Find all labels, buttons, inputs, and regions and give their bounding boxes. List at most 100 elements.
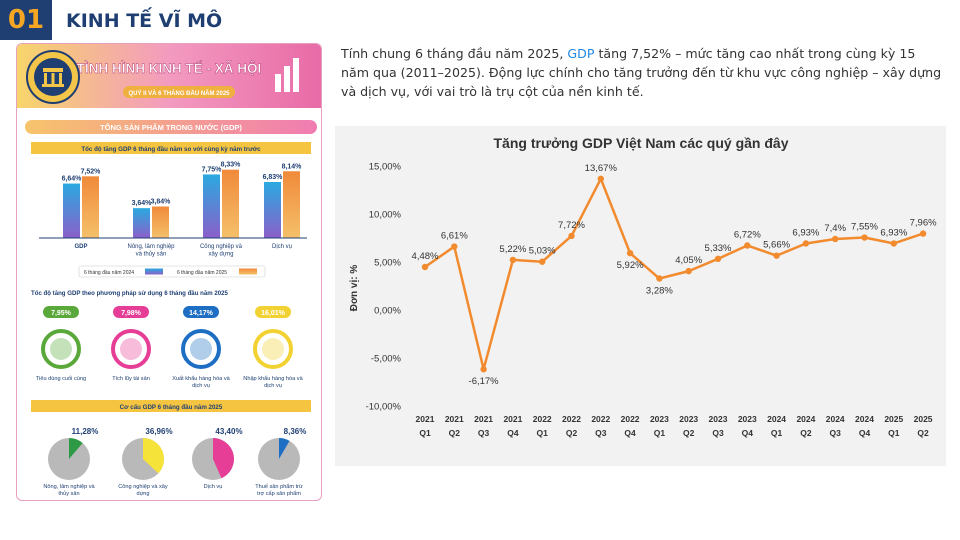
gdp-data-label: 4,48% xyxy=(412,251,439,262)
structure-pie-slice xyxy=(213,438,234,479)
gdp-data-label: 7,55% xyxy=(851,222,878,233)
growth-legend-box xyxy=(78,265,266,278)
growth-chart-title-bar xyxy=(31,142,311,154)
usage-ring-icon xyxy=(181,329,221,369)
svg-text:và thủy sản: và thủy sản xyxy=(136,251,167,258)
gdp-data-label: 5,03% xyxy=(529,246,556,257)
y-tick-label: -10,00% xyxy=(366,402,402,413)
svg-text:Xuất khẩu hàng hóa và: Xuất khẩu hàng hóa và xyxy=(172,375,230,382)
usage-ring-icon xyxy=(41,329,81,369)
structure-section-title: Cơ cấu GDP 6 tháng đầu năm 2025 xyxy=(120,404,223,411)
usage-section-title: Tốc độ tăng GDP theo phương pháp sử dụng… xyxy=(31,290,228,297)
growth-value-2025: 7,52% xyxy=(81,168,102,175)
svg-text:trợ cấp sản phẩm: trợ cấp sản phẩm xyxy=(257,490,301,497)
svg-text:Nông, lâm nghiệp: Nông, lâm nghiệp xyxy=(127,244,175,250)
bar-chart-icon xyxy=(275,58,299,92)
x-tick-year: 2021 xyxy=(445,414,464,424)
x-tick-quarter: Q3 xyxy=(830,428,842,438)
x-tick-year: 2021 xyxy=(503,414,522,424)
usage-value-pill xyxy=(183,306,219,318)
growth-bar-chart: 6,64%7,52% GDP 3,64% 3,84% Nông, lâm nghiệpv… xyxy=(62,162,303,258)
svg-text:Dịch vụ: Dịch vụ xyxy=(272,244,292,250)
chart-y-axis-label: Đơn vị: % xyxy=(349,265,360,312)
gdp-point xyxy=(685,267,692,275)
growth-value-2025: 8,14% xyxy=(282,163,303,170)
chart-plot-area: 4,48%6,61% -6,17% 5,22% 5,03% 7,72% 13,67% 5,9… xyxy=(412,163,938,387)
structure-title-bar xyxy=(31,400,311,412)
gdp-point xyxy=(509,256,517,264)
growth-category-label: GDP xyxy=(74,244,87,250)
x-tick-year: 2024 xyxy=(826,414,845,424)
growth-category-label: Công nghiệp và xây dựng xyxy=(200,244,243,258)
growth-bar-2024 xyxy=(63,183,80,238)
usage-inner-icon xyxy=(50,338,72,360)
x-tick-year: 2022 xyxy=(533,414,552,424)
gdp-point xyxy=(597,175,604,182)
growth-bar-2024 xyxy=(133,208,150,238)
x-tick-quarter: Q2 xyxy=(683,428,695,438)
x-tick-quarter: Q4 xyxy=(859,428,871,438)
x-tick-quarter: Q1 xyxy=(888,428,900,438)
growth-chart-title: Tốc độ tăng GDP 6 tháng đầu năm so với c… xyxy=(81,146,261,153)
gdp-data-label: 5,92% xyxy=(617,260,644,271)
usage-ring-icon xyxy=(111,329,151,369)
x-tick-year: 2021 xyxy=(474,414,493,424)
gdp-section-title: TỔNG SẢN PHẨM TRONG NƯỚC (GDP) xyxy=(100,123,242,132)
gdp-data-label: 5,66% xyxy=(763,240,790,251)
gdp-line-chart: Tăng trưởng GDP Việt Nam các quý gần đây… xyxy=(349,135,938,438)
svg-text:xây dựng: xây dựng xyxy=(208,252,233,258)
gdp-data-label: 7,96% xyxy=(910,218,937,229)
gdp-data-label: 6,61% xyxy=(441,231,468,242)
usage-ring-icon xyxy=(253,329,293,369)
gdp-data-label: 6,72% xyxy=(734,229,761,240)
svg-text:Nông, lâm nghiệp và: Nông, lâm nghiệp và xyxy=(43,484,95,490)
x-tick-year: 2023 xyxy=(709,414,728,424)
x-tick-year: 2025 xyxy=(914,414,933,424)
section-title: KINH TẾ VĨ MÔ xyxy=(66,10,223,32)
x-tick-year: 2022 xyxy=(562,414,581,424)
usage-indicators: 7,95% Tiêu dùng cuối cùng 7,98% Tích lũy tà… xyxy=(36,306,304,389)
growth-category-label: Dịch vụ xyxy=(272,244,292,250)
svg-text:dịch vụ: dịch vụ xyxy=(192,383,210,389)
gdp-point xyxy=(744,242,751,249)
legend-2025-label: 6 tháng đầu năm 2025 xyxy=(177,270,227,276)
x-tick-quarter: Q1 xyxy=(537,428,549,438)
structure-item: 43,40% Dịch vụ xyxy=(192,427,243,490)
x-tick-quarter: Q4 xyxy=(742,428,754,438)
gdp-line-chart-panel: Tăng trưởng GDP Việt Nam các quý gần đây… xyxy=(335,126,946,466)
x-tick-quarter: Q3 xyxy=(595,428,607,438)
structure-label: Dịch vụ xyxy=(204,484,223,490)
x-tick-quarter: Q2 xyxy=(449,428,461,438)
gdp-point xyxy=(626,249,634,257)
usage-inner-icon xyxy=(262,338,284,360)
y-tick-label: 10,00% xyxy=(369,210,402,221)
y-tick-label: -5,00% xyxy=(371,354,402,365)
x-tick-quarter: Q2 xyxy=(566,428,578,438)
gdp-point xyxy=(714,255,722,263)
gdp-point xyxy=(802,240,810,247)
x-tick-year: 2024 xyxy=(767,414,786,424)
x-tick-quarter: Q3 xyxy=(478,428,490,438)
x-tick-quarter: Q1 xyxy=(771,428,783,438)
y-tick-label: 0,00% xyxy=(374,306,401,317)
x-tick-year: 2024 xyxy=(855,414,874,424)
gdp-data-label: 7,4% xyxy=(824,223,846,234)
usage-value: 14,17% xyxy=(189,310,214,317)
gdp-point xyxy=(773,252,780,259)
usage-value: 7,95% xyxy=(51,310,72,317)
x-tick-quarter: Q1 xyxy=(654,428,666,438)
chart-y-axis: -10,00% -5,00% 0,00% 5,00% 10,00% 15,00% xyxy=(366,162,402,413)
banner-subtitle-pill xyxy=(123,86,235,98)
growth-value-2024: 6,64% xyxy=(62,176,83,183)
intro-gdp-highlight: GDP xyxy=(567,46,595,61)
gdp-growth-line xyxy=(424,177,924,371)
svg-text:thủy sản: thủy sản xyxy=(58,490,79,497)
banner-subtitle: QUÝ II VÀ 6 THÁNG ĐẦU NĂM 2025 xyxy=(128,90,230,97)
structure-pie-slice xyxy=(279,438,290,459)
growth-value-2024: 7,75% xyxy=(202,166,223,173)
